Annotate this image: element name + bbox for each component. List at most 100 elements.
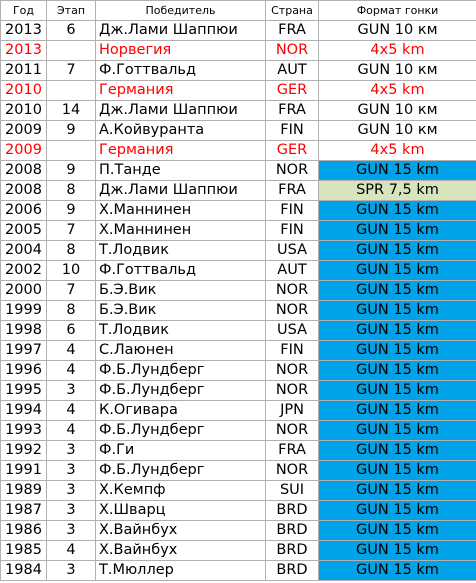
table-row: 2009 9 А.Койвуранта FIN GUN 10 км: [0, 120, 476, 141]
stage: 4: [46, 420, 96, 441]
race-format: 4x5 km: [318, 40, 476, 61]
race-format: SPR 7,5 km: [318, 180, 476, 201]
winner: С.Лаюнен: [95, 340, 266, 361]
column-header: Страна: [265, 0, 319, 21]
race-format: GUN 10 км: [318, 120, 476, 141]
year: 1997: [0, 340, 47, 361]
year: 2004: [0, 240, 47, 261]
stage: 4: [46, 360, 96, 381]
table-row: 1998 6 Т.Лодвик USA GUN 15 km: [0, 320, 476, 341]
race-format: GUN 15 km: [318, 220, 476, 241]
race-format: GUN 15 km: [318, 320, 476, 341]
stage: 7: [46, 280, 96, 301]
table-row: 2002 10 Ф.Готтвальд AUT GUN 15 km: [0, 260, 476, 281]
winner: Дж.Лами Шаппюи: [95, 180, 266, 201]
stage: 3: [46, 460, 96, 481]
winner: Ф.Б.Лундберг: [95, 380, 266, 401]
year: 1989: [0, 480, 47, 501]
column-header: Победитель: [95, 0, 266, 21]
table-row: 2011 7 Ф.Готтвальд AUT GUN 10 км: [0, 60, 476, 81]
table-row: 2008 8 Дж.Лами Шаппюи FRA SPR 7,5 km: [0, 180, 476, 201]
country: NOR: [265, 360, 319, 381]
winner: Германия: [95, 140, 266, 161]
year: 1991: [0, 460, 47, 481]
year: 1986: [0, 520, 47, 541]
table-row: 1993 4 Ф.Б.Лундберг NOR GUN 15 km: [0, 420, 476, 441]
stage: 14: [46, 100, 96, 121]
year: 2009: [0, 120, 47, 141]
country: USA: [265, 240, 319, 261]
winner: Дж.Лами Шаппюи: [95, 20, 266, 41]
race-format: GUN 15 km: [318, 340, 476, 361]
table-row: 2005 7 Х.Маннинен FIN GUN 15 km: [0, 220, 476, 241]
year: 1996: [0, 360, 47, 381]
race-format: GUN 15 km: [318, 260, 476, 281]
country: NOR: [265, 280, 319, 301]
stage: 6: [46, 320, 96, 341]
table-row: 2006 9 Х.Маннинен FIN GUN 15 km: [0, 200, 476, 221]
country: BRD: [265, 520, 319, 541]
race-format: GUN 10 км: [318, 100, 476, 121]
year: 2013: [0, 20, 47, 41]
winner: Б.Э.Вик: [95, 300, 266, 321]
race-format: GUN 15 km: [318, 200, 476, 221]
table-row: 2010 14 Дж.Лами Шаппюи FRA GUN 10 км: [0, 100, 476, 121]
table-body: 2013 6 Дж.Лами Шаппюи FRA GUN 10 км 2013 Норве…: [0, 20, 476, 581]
country: GER: [265, 140, 319, 161]
year: 1995: [0, 380, 47, 401]
country: NOR: [265, 160, 319, 181]
column-header: Этап: [46, 0, 96, 21]
country: USA: [265, 320, 319, 341]
race-format: GUN 10 км: [318, 60, 476, 81]
stage: 7: [46, 60, 96, 81]
year: 2008: [0, 160, 47, 181]
stage: 3: [46, 520, 96, 541]
stage: 3: [46, 440, 96, 461]
stage: 9: [46, 200, 96, 221]
header-row: Год Этап Победитель Страна Формат гонки: [0, 0, 476, 21]
stage: 6: [46, 20, 96, 41]
stage: 3: [46, 480, 96, 501]
stage: 8: [46, 300, 96, 321]
winner: Х.Маннинен: [95, 200, 266, 221]
stage: 8: [46, 180, 96, 201]
country: FIN: [265, 220, 319, 241]
year: 2009: [0, 140, 47, 161]
stage: 4: [46, 540, 96, 561]
table-row: 1984 3 Т.Мюллер BRD GUN 15 km: [0, 560, 476, 581]
year: 1984: [0, 560, 47, 581]
race-format: GUN 15 km: [318, 360, 476, 381]
country: FRA: [265, 20, 319, 41]
country: SUI: [265, 480, 319, 501]
winner: Х.Вайнбух: [95, 540, 266, 561]
race-format: GUN 15 km: [318, 380, 476, 401]
stage: [46, 80, 96, 101]
winner: Ф.Б.Лундберг: [95, 420, 266, 441]
race-format: GUN 15 km: [318, 460, 476, 481]
table-row: 2008 9 П.Танде NOR GUN 15 km: [0, 160, 476, 181]
stage: 8: [46, 240, 96, 261]
winner: Ф.Готтвальд: [95, 60, 266, 81]
year: 2010: [0, 80, 47, 101]
year: 1999: [0, 300, 47, 321]
table-row: 2010 Германия GER 4x5 km: [0, 80, 476, 101]
country: FIN: [265, 200, 319, 221]
race-format: GUN 15 km: [318, 240, 476, 261]
country: NOR: [265, 40, 319, 61]
race-format: GUN 15 km: [318, 400, 476, 421]
country: NOR: [265, 300, 319, 321]
winner: Ф.Готтвальд: [95, 260, 266, 281]
stage: 3: [46, 560, 96, 581]
stage: 9: [46, 120, 96, 141]
race-format: GUN 15 km: [318, 160, 476, 181]
country: BRD: [265, 560, 319, 581]
winner: П.Танде: [95, 160, 266, 181]
winner: К.Огивара: [95, 400, 266, 421]
winner: Ф.Б.Лундберг: [95, 460, 266, 481]
year: 1985: [0, 540, 47, 561]
country: BRD: [265, 500, 319, 521]
column-header: Формат гонки: [318, 0, 476, 21]
table-row: 1987 3 Х.Шварц BRD GUN 15 km: [0, 500, 476, 521]
table-row: 1989 3 Х.Кемпф SUI GUN 15 km: [0, 480, 476, 501]
year: 2002: [0, 260, 47, 281]
